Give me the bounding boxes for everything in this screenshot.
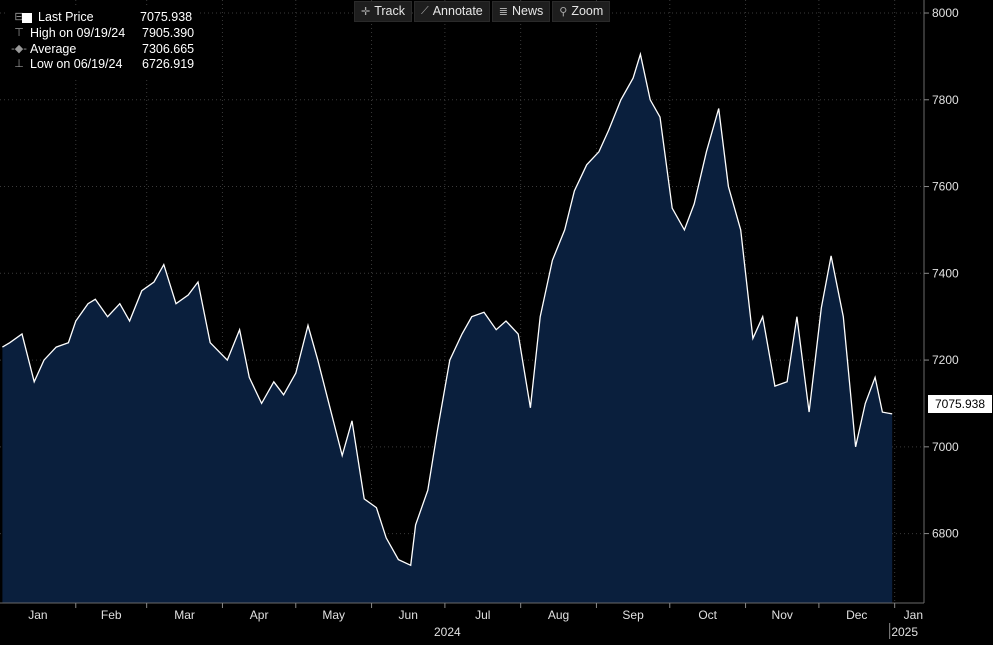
legend-high-label: High on 09/19/24	[30, 25, 126, 40]
y-tick-label: 8000	[932, 6, 959, 20]
y-tick-label: 7200	[932, 353, 959, 367]
x-tick-label: Apr	[250, 608, 269, 622]
x-tick-label: Oct	[698, 608, 717, 622]
collapse-icon[interactable]: ⊟	[14, 11, 24, 23]
legend-high-row[interactable]: ⊤ High on 09/19/24 7905.390	[8, 26, 194, 42]
y-tick-label: 7000	[932, 440, 959, 454]
x-tick-label: Dec	[846, 608, 867, 622]
news-button[interactable]: ≣ News	[491, 1, 551, 22]
x-tick-label: Jul	[475, 608, 490, 622]
x-axis-ticks: Jan Feb Mar Apr May Jun Jul Aug Sep Oct Nov Dec Jan	[28, 603, 923, 622]
y-axis-ticks: 6800 7000 7200 7400 7600 7800 8000	[924, 6, 959, 541]
legend-low-value: 6726.919	[142, 57, 195, 72]
chart-legend: ⊟ Last Price 7075.938 ⊤ High on 09/19/24…	[6, 8, 199, 78]
x-tick-label: Mar	[174, 608, 195, 622]
year-labels: 2024 2025	[434, 623, 918, 639]
year-label-2025: 2025	[891, 625, 918, 639]
y-tick-label: 7600	[932, 180, 959, 194]
x-tick-label: Aug	[548, 608, 569, 622]
price-line	[2, 51, 893, 567]
x-tick-label: Jun	[399, 608, 418, 622]
annotate-label: Annotate	[432, 4, 483, 18]
last-price-swatch	[22, 12, 32, 23]
news-label: News	[511, 4, 544, 18]
last-price-tag: 7075.938	[928, 395, 992, 413]
legend-avg-value: 7306.665	[142, 41, 195, 56]
crosshair-icon: ✛	[361, 5, 371, 18]
x-tick-label: Nov	[772, 608, 793, 622]
gridlines	[0, 0, 924, 603]
news-icon: ≣	[498, 5, 508, 18]
legend-low-row[interactable]: ⊥ Low on 06/19/24 6726.919	[8, 57, 194, 73]
legend-last-value: 7075.938	[140, 10, 193, 24]
track-button[interactable]: ✛ Track	[354, 1, 413, 22]
zoom-button[interactable]: ⚲ Zoom	[552, 1, 611, 22]
high-marker-icon: ⊤	[14, 26, 24, 39]
zoom-label: Zoom	[571, 4, 604, 18]
x-tick-label: Sep	[622, 608, 644, 622]
track-label: Track	[374, 4, 406, 18]
average-marker-icon: -◆-	[11, 42, 27, 55]
low-marker-icon: ⊥	[14, 58, 24, 71]
price-area-fill	[2, 54, 893, 603]
legend-low-label: Low on 06/19/24	[30, 57, 123, 72]
x-tick-label: May	[322, 608, 345, 622]
y-tick-label: 7800	[932, 93, 959, 107]
annotate-button[interactable]: ⟋ Annotate	[414, 1, 490, 22]
year-label-2024: 2024	[434, 625, 461, 639]
y-tick-label: 6800	[932, 527, 959, 541]
chart-toolbar: ✛ Track ⟋ Annotate ≣ News ⚲ Zoom	[354, 1, 611, 22]
legend-avg-label: Average	[30, 41, 77, 56]
x-tick-label: Jan	[28, 608, 47, 622]
y-tick-label: 7400	[932, 266, 959, 280]
legend-last-row[interactable]: ⊟ Last Price 7075.938	[8, 10, 194, 26]
legend-avg-row[interactable]: -◆- Average 7306.665	[8, 42, 194, 58]
zoom-icon: ⚲	[559, 5, 568, 18]
x-tick-label: Feb	[101, 608, 122, 622]
legend-last-label: Last Price	[38, 10, 94, 24]
annotate-icon: ⟋	[421, 4, 429, 17]
x-tick-label: Jan	[904, 608, 923, 622]
legend-high-value: 7905.390	[142, 25, 195, 40]
